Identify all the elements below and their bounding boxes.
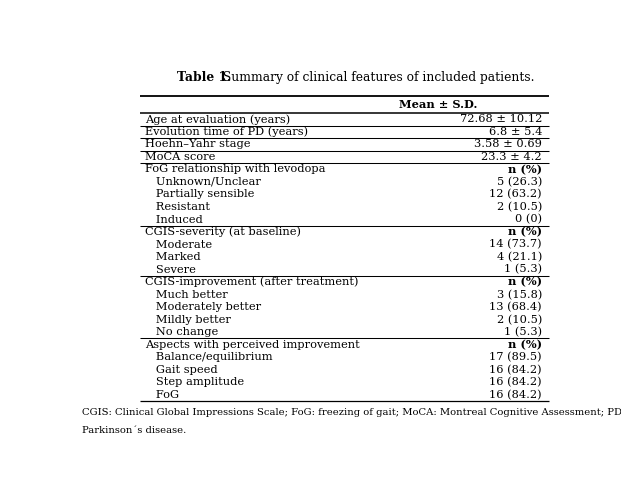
Text: Parkinson´s disease.: Parkinson´s disease.	[83, 426, 187, 435]
Text: Severe: Severe	[145, 264, 196, 274]
Text: Induced: Induced	[145, 215, 202, 225]
Text: Summary of clinical features of included patients.: Summary of clinical features of included…	[219, 71, 535, 84]
Text: 1 (5.3): 1 (5.3)	[504, 327, 542, 337]
Text: 4 (21.1): 4 (21.1)	[497, 252, 542, 262]
Text: Mildly better: Mildly better	[145, 315, 231, 325]
Text: n (%): n (%)	[508, 227, 542, 238]
Text: 14 (73.7): 14 (73.7)	[489, 240, 542, 249]
Text: Balance/equilibrium: Balance/equilibrium	[145, 352, 273, 362]
Text: n (%): n (%)	[508, 164, 542, 175]
Text: 3.58 ± 0.69: 3.58 ± 0.69	[474, 139, 542, 149]
Text: 16 (84.2): 16 (84.2)	[489, 377, 542, 387]
Text: 2 (10.5): 2 (10.5)	[497, 202, 542, 212]
Text: 13 (68.4): 13 (68.4)	[489, 302, 542, 312]
Text: 5 (26.3): 5 (26.3)	[497, 177, 542, 187]
Text: 17 (89.5): 17 (89.5)	[489, 352, 542, 363]
Text: 72.68 ± 10.12: 72.68 ± 10.12	[460, 115, 542, 124]
Text: Mean ± S.D.: Mean ± S.D.	[399, 99, 478, 110]
Text: 16 (84.2): 16 (84.2)	[489, 365, 542, 375]
Text: CGIS-severity (at baseline): CGIS-severity (at baseline)	[145, 227, 301, 238]
Text: 3 (15.8): 3 (15.8)	[497, 289, 542, 300]
Text: Moderate: Moderate	[145, 240, 212, 249]
Text: 6.8 ± 5.4: 6.8 ± 5.4	[489, 127, 542, 137]
Text: n (%): n (%)	[508, 339, 542, 350]
Text: CGIS: Clinical Global Impressions Scale; FoG: freezing of gait; MoCA: Montreal C: CGIS: Clinical Global Impressions Scale;…	[83, 408, 621, 417]
Text: Partially sensible: Partially sensible	[145, 189, 255, 200]
Text: 23.3 ± 4.2: 23.3 ± 4.2	[481, 152, 542, 162]
Text: MoCA score: MoCA score	[145, 152, 215, 162]
Text: Much better: Much better	[145, 290, 228, 300]
Text: Evolution time of PD (years): Evolution time of PD (years)	[145, 126, 308, 137]
Text: n (%): n (%)	[508, 276, 542, 288]
Text: 12 (63.2): 12 (63.2)	[489, 189, 542, 200]
Text: 16 (84.2): 16 (84.2)	[489, 389, 542, 400]
Text: Marked: Marked	[145, 252, 201, 262]
Text: Resistant: Resistant	[145, 202, 210, 212]
Text: Moderately better: Moderately better	[145, 302, 261, 312]
Text: Hoehn–Yahr stage: Hoehn–Yahr stage	[145, 139, 250, 149]
Text: FoG: FoG	[145, 390, 179, 400]
Text: Step amplitude: Step amplitude	[145, 377, 244, 387]
Text: Table 1.: Table 1.	[177, 71, 231, 84]
Text: CGIS-improvement (after treatment): CGIS-improvement (after treatment)	[145, 277, 358, 287]
Text: 2 (10.5): 2 (10.5)	[497, 315, 542, 325]
Text: Gait speed: Gait speed	[145, 365, 217, 374]
Text: 1 (5.3): 1 (5.3)	[504, 264, 542, 275]
Text: FoG relationship with levodopa: FoG relationship with levodopa	[145, 164, 325, 174]
Text: 0 (0): 0 (0)	[515, 214, 542, 225]
Text: Aspects with perceived improvement: Aspects with perceived improvement	[145, 340, 360, 350]
Text: Unknown/Unclear: Unknown/Unclear	[145, 177, 261, 187]
Text: No change: No change	[145, 327, 218, 337]
Text: Age at evaluation (years): Age at evaluation (years)	[145, 114, 290, 124]
